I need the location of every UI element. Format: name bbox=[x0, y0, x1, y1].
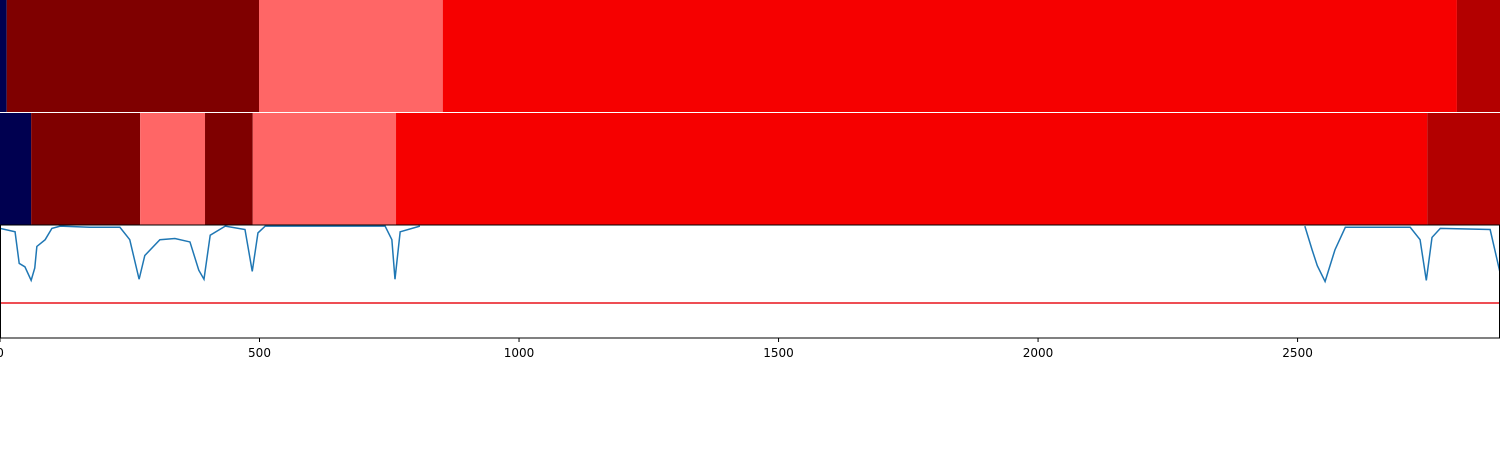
line bbox=[0, 225, 1500, 284]
x-tick-label: 1500 bbox=[763, 346, 794, 360]
segment bbox=[396, 113, 1428, 225]
segment bbox=[252, 113, 397, 225]
segment bbox=[140, 113, 206, 225]
segment bbox=[6, 0, 259, 112]
segment bbox=[1456, 0, 1500, 112]
x-tick-label: 2500 bbox=[1282, 346, 1313, 360]
segment bbox=[258, 0, 443, 112]
segment bbox=[0, 113, 32, 225]
x-tick-label: 1000 bbox=[504, 346, 535, 360]
segment bbox=[0, 0, 7, 112]
x-tick-label: 2000 bbox=[1023, 346, 1054, 360]
segment bbox=[31, 113, 141, 225]
x-tick-label: 0 bbox=[0, 346, 4, 360]
segment bbox=[1427, 113, 1500, 225]
segment bbox=[205, 113, 253, 225]
x-tick-label: 500 bbox=[248, 346, 271, 360]
plot-frame bbox=[0, 224, 1500, 339]
segment bbox=[442, 0, 1457, 112]
